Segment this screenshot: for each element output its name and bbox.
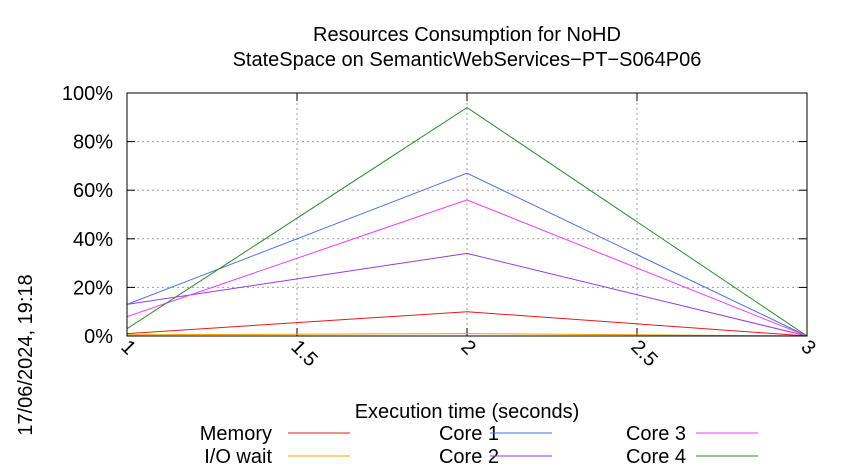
y-tick-label: 100% [62,83,113,105]
x-axis-label: Execution time (seconds) [355,401,580,423]
x-tick-label: 1.5 [286,336,321,371]
chart-title: Resources Consumption for NoHD [313,24,621,46]
series-line-core-3 [126,199,808,337]
y-tick-label: 40% [73,229,113,251]
series-line-core-1 [126,172,808,337]
chart-subtitle: StateSpace on SemanticWebServices−PT−S06… [233,49,702,71]
legend-label-core-4: Core 4 [626,446,686,468]
series-line-core-2 [126,252,808,337]
timestamp-label: 17/06/2024, 19:18 [15,274,37,435]
series-line-i-o-wait [126,333,808,337]
x-tick-label: 3 [796,336,819,359]
y-tick-label: 20% [73,277,113,299]
grid-lines [127,93,807,336]
x-tick-label: 2.5 [626,336,661,371]
legend-label-memory: Memory [200,423,272,445]
legend-label-core-1: Core 1 [439,423,499,445]
x-tick-label: 1 [116,336,139,359]
y-tick-label: 80% [73,132,113,154]
series-lines [126,107,808,337]
legend-label-core-3: Core 3 [626,423,686,445]
y-tick-label: 60% [73,180,113,202]
x-tick-label: 2 [456,336,479,359]
plot-frame [126,92,808,337]
legend-label-i-o-wait: I/O wait [204,446,272,468]
y-axis-ticks: 0% 20% 40% 60% 80% 100% [62,83,807,348]
series-line-core-4 [126,107,808,337]
legend-label-core-2: Core 2 [439,446,499,468]
series-line-memory [126,311,808,337]
y-tick-label: 0% [84,326,113,348]
